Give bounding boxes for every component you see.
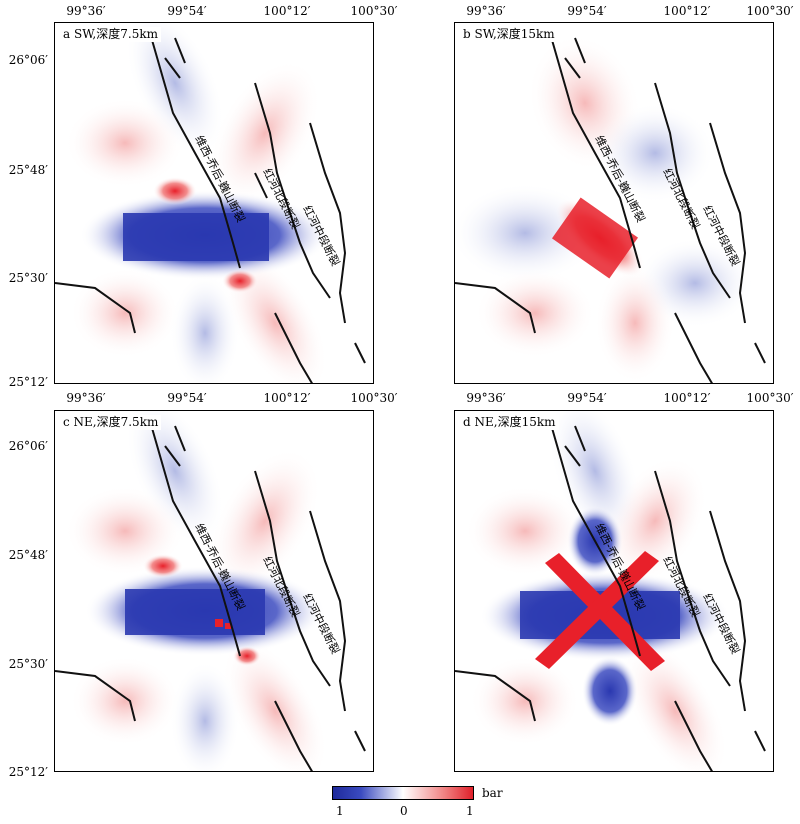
lat-tick: 25°30′ <box>8 271 48 285</box>
lat-tick: 25°48′ <box>8 548 48 562</box>
lon-tick: 100°12′ <box>263 4 311 18</box>
lon-tick: 100°30′ <box>746 391 794 405</box>
panel-c: 维西-乔后-巍山断裂 红河北段断裂 红河中段断裂 c NE,深度7.5km <box>54 410 374 772</box>
stress-map-a: 维西-乔后-巍山断裂 红河北段断裂 红河中段断裂 <box>55 23 366 383</box>
colorbar <box>332 786 474 800</box>
lon-tick: 100°30′ <box>350 4 398 18</box>
colorbar-tick-mid: 0 <box>400 804 408 818</box>
panel-b-label: b SW,深度15km <box>460 27 558 42</box>
lon-tick: 99°54′ <box>567 391 607 405</box>
lon-tick: 99°54′ <box>167 391 207 405</box>
lon-tick: 99°36′ <box>466 4 506 18</box>
lon-tick: 99°36′ <box>66 391 106 405</box>
lat-tick: 25°12′ <box>8 765 48 779</box>
panel-b: 维西-乔后-巍山断裂 红河北段断裂 红河中段断裂 b SW,深度15km <box>454 22 774 384</box>
panel-a: 维西-乔后-巍山断裂 红河北段断裂 红河中段断裂 a SW,深度7.5km <box>54 22 374 384</box>
lon-tick: 99°54′ <box>567 4 607 18</box>
colorbar-tick-max: 1 <box>466 804 474 818</box>
lat-tick: 26°06′ <box>8 439 48 453</box>
lon-tick: 99°36′ <box>466 391 506 405</box>
stress-map-b: 维西-乔后-巍山断裂 红河北段断裂 红河中段断裂 <box>455 32 766 383</box>
lon-tick: 100°12′ <box>663 391 711 405</box>
stress-map-d: 维西-乔后-巍山断裂 红河北段断裂 红河中段断裂 <box>455 411 766 771</box>
panel-c-label: c NE,深度7.5km <box>60 415 162 430</box>
lon-tick: 100°12′ <box>663 4 711 18</box>
lat-tick: 25°48′ <box>8 163 48 177</box>
lat-tick: 25°30′ <box>8 657 48 671</box>
lon-tick: 99°54′ <box>167 4 207 18</box>
lat-tick: 25°12′ <box>8 375 48 389</box>
colorbar-tick-min: 1 <box>336 804 344 818</box>
lat-tick: 26°06′ <box>8 53 48 67</box>
panel-d: 维西-乔后-巍山断裂 红河北段断裂 红河中段断裂 d NE,深度15km <box>454 410 774 772</box>
lon-tick: 100°30′ <box>350 391 398 405</box>
lon-tick: 100°30′ <box>746 4 794 18</box>
panel-d-label: d NE,深度15km <box>460 415 559 430</box>
panel-a-label: a SW,深度7.5km <box>60 27 161 42</box>
lon-tick: 99°36′ <box>66 4 106 18</box>
stress-map-c: 维西-乔后-巍山断裂 红河北段断裂 红河中段断裂 <box>55 411 366 771</box>
lon-tick: 100°12′ <box>263 391 311 405</box>
colorbar-unit: bar <box>482 786 503 800</box>
